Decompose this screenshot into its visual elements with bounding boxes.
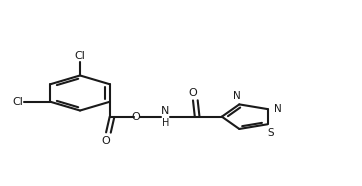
Text: N: N [232, 91, 240, 101]
Text: Cl: Cl [75, 51, 85, 61]
Text: O: O [131, 112, 140, 122]
Text: O: O [189, 88, 197, 98]
Text: N: N [274, 104, 282, 114]
Text: H: H [161, 118, 169, 128]
Text: Cl: Cl [12, 97, 23, 107]
Text: N: N [161, 106, 169, 116]
Text: S: S [267, 128, 274, 138]
Text: O: O [102, 136, 110, 146]
